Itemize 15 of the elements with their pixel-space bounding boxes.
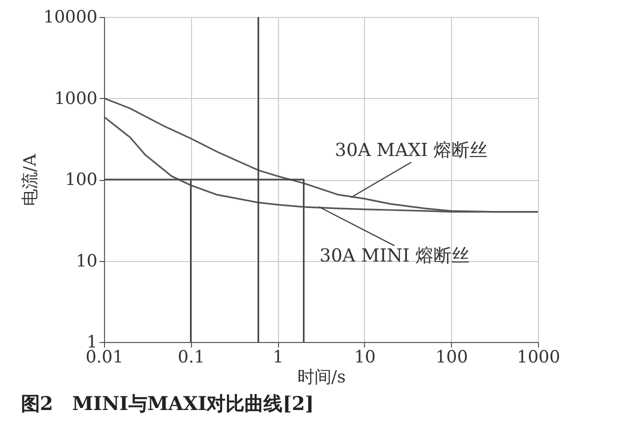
x-tick-label: 100	[435, 348, 468, 368]
y-axis-title: 电流/A	[20, 153, 40, 206]
text: 图2 MINI与MAXI对比曲线[2]	[20, 393, 314, 415]
x-tick-label: 1000	[516, 348, 560, 368]
x-tick-label: 0.1	[178, 348, 205, 368]
y-tick-label: 10	[76, 251, 98, 272]
y-tick-label: 100	[65, 170, 98, 190]
y-tick-label: 1000	[54, 88, 98, 109]
x-axis-title: 时间/s	[297, 368, 346, 388]
x-tick-label: 0.01	[86, 348, 124, 368]
y-tick-label: 10000	[43, 8, 98, 28]
x-tick-label: 1	[272, 348, 284, 368]
annotation: 30A MINI 熔断丝	[320, 246, 470, 267]
x-tick-label: 10	[354, 348, 376, 368]
annotation: 30A MAXI 熔断丝	[334, 140, 488, 162]
